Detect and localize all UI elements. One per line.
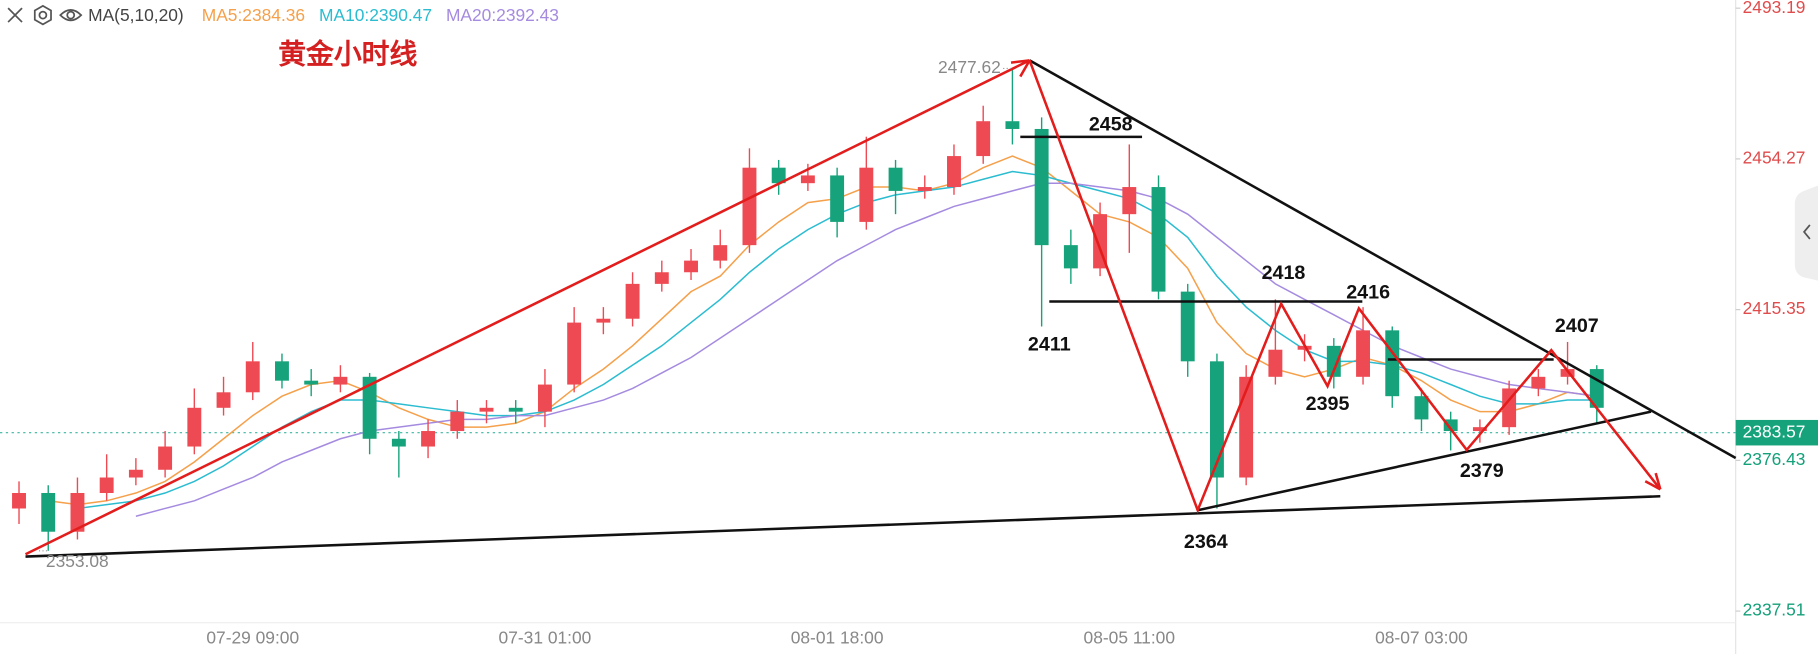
candle-body xyxy=(245,361,260,393)
candle-body xyxy=(1063,245,1078,269)
trend-line xyxy=(1028,59,1737,460)
candle-body xyxy=(830,175,845,222)
legend-entry: MA10:2390.47 xyxy=(319,5,432,25)
candle-body xyxy=(479,407,494,412)
price-annotation: 2364 xyxy=(1184,531,1228,553)
candle-body xyxy=(450,411,465,432)
candle-body xyxy=(275,361,289,381)
price-annotation: 2458 xyxy=(1089,113,1133,135)
candle-body xyxy=(362,376,377,439)
candle-body xyxy=(742,167,757,246)
candle-body xyxy=(41,492,56,532)
candle-body xyxy=(537,384,552,412)
candle-body xyxy=(917,187,932,191)
visibility-icon-center xyxy=(66,10,76,20)
arrow-head xyxy=(1644,472,1662,491)
candle-body xyxy=(391,438,406,447)
last-price-label: 2383.57 xyxy=(1743,421,1806,441)
candle-body xyxy=(771,167,786,184)
price-annotation: 2379 xyxy=(1460,460,1504,482)
candle-body xyxy=(625,283,640,319)
close-icon[interactable] xyxy=(7,7,23,23)
x-tick-label: 07-31 01:00 xyxy=(499,627,592,647)
candle-body xyxy=(1005,121,1020,129)
y-tick-label: 2337.51 xyxy=(1743,600,1806,620)
price-annotation: 2407 xyxy=(1555,315,1599,337)
candle-body xyxy=(1356,330,1370,377)
chart-title: 黄金小时线 xyxy=(278,38,417,71)
wave-line xyxy=(1028,59,1662,514)
candle-body xyxy=(1531,376,1546,389)
side-tab-icon xyxy=(1802,224,1811,240)
high-marker-label: 2477.62 xyxy=(938,57,1001,77)
arrow-head xyxy=(1010,59,1031,78)
candle-body xyxy=(158,446,173,470)
legend-entry: MA5:2384.36 xyxy=(202,5,305,25)
trend-line xyxy=(25,495,1661,558)
price-annotation: 2395 xyxy=(1306,393,1350,415)
candle-body xyxy=(1151,187,1166,292)
toolbar[interactable] xyxy=(7,4,83,26)
y-tick-label: 2493.19 xyxy=(1743,0,1806,17)
x-tick-label: 07-29 09:00 xyxy=(206,627,299,647)
candle-body xyxy=(1209,361,1224,478)
candle-body xyxy=(1122,187,1137,215)
candle-body xyxy=(187,407,202,447)
candle-body xyxy=(713,245,728,261)
candle-body xyxy=(508,407,523,412)
candle-body xyxy=(1502,388,1517,428)
legend-entry: MA20:2392.43 xyxy=(446,5,559,25)
candle-body xyxy=(888,167,903,191)
candle-body xyxy=(684,260,698,273)
candle-body xyxy=(128,469,143,478)
candle-body xyxy=(421,431,436,447)
candle-body xyxy=(976,121,991,157)
candle-body xyxy=(304,380,319,385)
price-annotation: 2418 xyxy=(1262,262,1306,284)
price-annotation: 2411 xyxy=(1028,334,1071,356)
x-tick-label: 08-05 11:00 xyxy=(1084,627,1175,647)
candle-body xyxy=(654,272,669,284)
candle-body xyxy=(800,175,815,184)
trend-line xyxy=(1197,410,1652,512)
y-tick-label: 2454.27 xyxy=(1743,147,1806,167)
candle-body xyxy=(1443,419,1458,432)
last-price-tag xyxy=(1735,419,1818,446)
visibility-icon[interactable] xyxy=(59,9,83,22)
candle-body xyxy=(12,492,26,509)
candle-body xyxy=(596,318,611,323)
x-tick-label: 08-07 03:00 xyxy=(1375,627,1468,647)
price-annotation: 2416 xyxy=(1346,282,1390,304)
candle-body xyxy=(216,392,231,408)
candle-body xyxy=(1414,396,1429,420)
candle-body xyxy=(70,492,85,532)
candle-body xyxy=(947,156,961,188)
candle-body xyxy=(99,477,114,493)
settings-icon[interactable] xyxy=(33,4,52,26)
drawings xyxy=(24,59,1737,558)
wave-line xyxy=(24,59,1031,556)
y-tick-label: 2415.35 xyxy=(1743,298,1806,318)
candle-body xyxy=(1180,291,1195,362)
candle-body xyxy=(567,322,582,385)
low-marker-label: 2353.08 xyxy=(46,551,109,571)
candle-body xyxy=(1034,128,1049,246)
candle-body xyxy=(1326,345,1341,377)
indicator-label: MA(5,10,20) xyxy=(88,5,184,25)
y-tick-label: 2376.43 xyxy=(1743,449,1806,469)
side-tab[interactable] xyxy=(1794,185,1818,281)
candle-body xyxy=(1268,349,1283,377)
x-tick-label: 08-01 18:00 xyxy=(791,627,884,647)
candle-body xyxy=(859,167,874,222)
candle-body xyxy=(333,376,348,385)
marks xyxy=(0,68,1736,551)
candle-body xyxy=(1472,427,1487,432)
settings-icon-center xyxy=(38,10,48,20)
candle-body xyxy=(1385,330,1400,397)
